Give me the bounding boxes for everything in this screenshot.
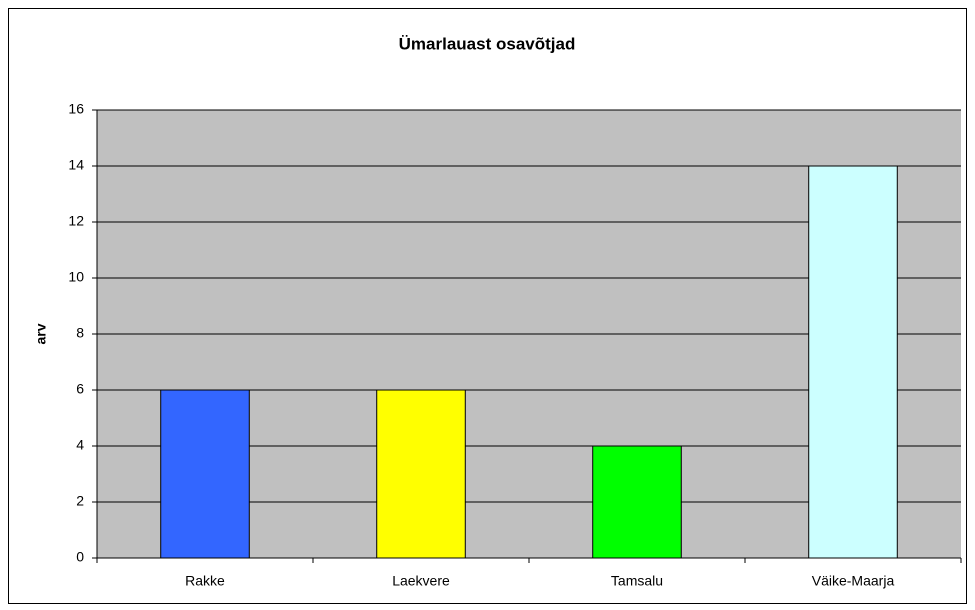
y-tick-label: 16 bbox=[68, 101, 84, 117]
y-tick-label: 12 bbox=[68, 213, 84, 229]
x-tick-label: Rakke bbox=[185, 573, 225, 589]
y-tick-label: 14 bbox=[68, 157, 84, 173]
y-tick-label: 0 bbox=[76, 549, 84, 565]
y-tick-label: 8 bbox=[76, 325, 84, 341]
x-tick-label: Väike-Maarja bbox=[812, 573, 895, 589]
bar bbox=[592, 445, 682, 559]
x-tick-label: Tamsalu bbox=[611, 573, 663, 589]
y-tick-label: 10 bbox=[68, 269, 84, 285]
y-tick-label: 6 bbox=[76, 381, 84, 397]
bar bbox=[160, 389, 250, 559]
bar bbox=[376, 389, 466, 559]
bar bbox=[808, 165, 898, 559]
chart-title: Ümarlauast osavõtjad bbox=[399, 34, 576, 53]
x-tick-label: Laekvere bbox=[392, 573, 450, 589]
y-tick-label: 4 bbox=[76, 437, 84, 453]
y-tick-label: 2 bbox=[76, 493, 84, 509]
y-axis-label: arv bbox=[33, 323, 49, 344]
